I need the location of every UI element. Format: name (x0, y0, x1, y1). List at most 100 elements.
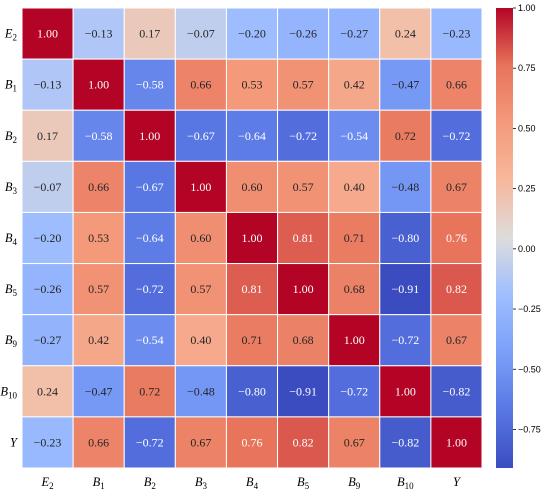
heatmap-cell (72, 7, 125, 60)
cell-value-label: −0.82 (391, 435, 419, 449)
heatmap-cell (174, 211, 227, 265)
cell-value-label: 0.72 (395, 129, 416, 143)
heatmap-cell (225, 263, 279, 316)
column-label: B10 (397, 475, 414, 491)
cell-value-label: 0.71 (344, 231, 365, 245)
heatmap-cell (72, 416, 125, 469)
row-label: B2 (5, 129, 17, 145)
cell-value-label: 0.67 (344, 435, 365, 449)
column-label: B9 (348, 475, 361, 491)
cell-value-label: 0.67 (446, 333, 467, 347)
colorbar (496, 8, 513, 468)
cell-value-label: −0.20 (238, 27, 266, 41)
colorbar-ticks: 1.00 0.75 0.50 0.25 0.00 −0.25 −0.50 −0.75 (513, 3, 541, 434)
heatmap-cell (328, 365, 381, 418)
heatmap-cell (72, 109, 125, 162)
cell-value-label: 0.40 (344, 180, 365, 194)
cell-value-label: −0.58 (136, 78, 164, 92)
colorbar-tick-label: 0.75 (518, 63, 536, 73)
cell-value-label: −0.91 (289, 384, 317, 398)
cell-value-label: 0.68 (344, 282, 365, 296)
cell-value-label: 0.82 (293, 435, 314, 449)
heatmap-cell (21, 211, 74, 265)
cell-value-label: −0.48 (187, 384, 215, 398)
heatmap-cell (430, 211, 483, 265)
heatmap-cell (72, 263, 125, 316)
heatmap-cell (123, 263, 176, 316)
colorbar-tick-label: −0.75 (518, 424, 541, 434)
heatmap-cell (123, 109, 176, 162)
cell-value-label: −0.67 (136, 180, 164, 194)
heatmap-cell (174, 365, 227, 418)
row-label: B5 (5, 282, 18, 298)
cell-value-label: −0.23 (443, 27, 471, 41)
cell-value-label: −0.72 (136, 435, 164, 449)
cell-value-label: 0.66 (88, 435, 109, 449)
heatmap-cell (174, 109, 227, 162)
cell-value-label: −0.20 (34, 231, 62, 245)
heatmap-cell (379, 7, 432, 60)
cell-value-label: 0.24 (37, 384, 58, 398)
cell-value-label: −0.64 (136, 231, 164, 245)
heatmap-cell (277, 365, 330, 418)
row-label: B3 (5, 180, 18, 196)
cell-value-label: 1.00 (293, 282, 314, 296)
heatmap-cell (123, 58, 176, 111)
cell-value-label: −0.13 (85, 27, 113, 41)
cell-value-label: −0.67 (187, 129, 215, 143)
colorbar-tick-label: −0.50 (518, 364, 541, 374)
row-labels: E2 B1 B2 B3 B4 B5 B9 B10 Y (0, 27, 19, 450)
column-label: B3 (195, 475, 208, 491)
cell-value-label: 0.81 (293, 231, 314, 245)
heatmap-cell (277, 416, 330, 469)
row-label: B9 (5, 333, 18, 349)
cell-value-label: −0.72 (136, 282, 164, 296)
cell-value-label: −0.82 (443, 384, 471, 398)
cell-value-label: 1.00 (88, 78, 109, 92)
cell-value-label: 0.66 (446, 78, 467, 92)
cell-value-label: 0.72 (139, 384, 160, 398)
cell-value-label: 0.57 (293, 180, 314, 194)
heatmap-cell (328, 211, 381, 265)
heatmap-cell (379, 58, 432, 111)
heatmap-cell (277, 7, 330, 60)
cell-value-label: 0.53 (88, 231, 109, 245)
cell-value-label: 1.00 (395, 384, 416, 398)
cell-value-label: −0.72 (289, 129, 317, 143)
cell-value-label: −0.07 (34, 180, 62, 194)
row-label: B4 (5, 231, 18, 247)
row-label: E2 (4, 27, 17, 43)
cell-value-label: −0.54 (340, 129, 368, 143)
heatmap-cell (379, 263, 432, 316)
column-label: E2 (40, 475, 53, 491)
heatmap-cell (21, 58, 74, 111)
cell-value-label: −0.07 (187, 27, 215, 41)
heatmap-cell (123, 416, 176, 469)
row-label: Y (10, 435, 19, 449)
heatmap-cell (123, 7, 176, 60)
cell-value-label: 0.42 (88, 333, 109, 347)
heatmap-cell (277, 211, 330, 265)
cell-value-label: −0.47 (85, 384, 113, 398)
cell-value-label: 1.00 (139, 129, 160, 143)
cell-value-label: −0.64 (238, 129, 266, 143)
cell-value-label: 0.82 (446, 282, 467, 296)
cell-value-label: 0.67 (446, 180, 467, 194)
row-label: B10 (0, 384, 17, 400)
cell-value-label: −0.80 (391, 231, 419, 245)
cell-value-label: 0.24 (395, 27, 416, 41)
cell-value-label: 1.00 (344, 333, 365, 347)
heatmap-cell (225, 109, 279, 162)
cell-value-label: 0.76 (446, 231, 467, 245)
heatmap-cell (430, 160, 483, 213)
row-label: B1 (5, 78, 17, 94)
cell-value-label: 0.57 (190, 282, 211, 296)
heatmap-cell (430, 416, 483, 469)
heatmap-cell (328, 58, 381, 111)
heatmap-cell (174, 263, 227, 316)
cell-value-label: 0.60 (190, 231, 211, 245)
heatmap-cell (21, 314, 74, 367)
cell-value-label: 0.68 (293, 333, 314, 347)
heatmap-cell (430, 109, 483, 162)
heatmap-cell (174, 416, 227, 469)
